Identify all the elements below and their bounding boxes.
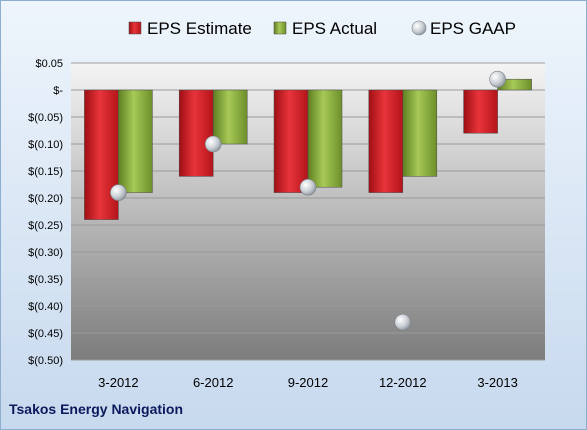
x-tick-label: 3-2013 [477, 375, 517, 390]
y-tick-label: $(0.10) [28, 139, 63, 151]
y-tick-label: $(0.25) [28, 220, 63, 232]
legend-swatch-estimate [128, 21, 142, 35]
actual-bar-3-2012 [118, 89, 153, 193]
legend-label: EPS Actual [292, 19, 377, 38]
estimate-bar-3-2012 [84, 89, 119, 220]
y-tick-label: $0.05 [35, 58, 63, 70]
legend-label: EPS Estimate [147, 19, 252, 38]
gaap-marker-6-2012 [204, 135, 222, 153]
estimate-bar-3-2013 [463, 89, 498, 134]
legend: EPS Estimate EPS Actual EPS GAAP [128, 19, 516, 38]
bars [84, 78, 532, 220]
company-name: Tsakos Energy Navigation [9, 401, 184, 417]
legend-label: EPS GAAP [430, 19, 516, 38]
y-tick-label: $(0.15) [28, 166, 63, 178]
y-axis-labels: $0.05 $- $(0.05) $(0.10) $(0.15) $(0.20) $(0.2… [28, 58, 63, 367]
y-tick-label: $(0.05) [28, 112, 63, 124]
x-tick-label: 3-2012 [98, 375, 138, 390]
x-tick-label: 9-2012 [288, 375, 328, 390]
y-tick-label: $(0.35) [28, 274, 63, 286]
y-tick-label: $(0.40) [28, 301, 63, 313]
eps-chart: EPS Estimate EPS Actual EPS GAAP $0.05 $- $(… [28, 19, 545, 390]
y-tick-label: $(0.20) [28, 193, 63, 205]
x-axis-labels: 3-2012 6-2012 9-2012 12-2012 3-2013 [98, 375, 518, 390]
gaap-marker-3-2013 [489, 70, 506, 88]
x-tick-label: 12-2012 [379, 375, 427, 390]
gaap-marker-12-2012 [394, 313, 412, 331]
legend-swatch-gaap [411, 20, 427, 36]
estimate-bar-6-2012 [178, 89, 214, 177]
actual-bar-6-2012 [212, 89, 248, 145]
y-tick-label: $(0.45) [28, 328, 63, 340]
gaap-marker-3-2012 [110, 184, 127, 201]
y-tick-label: $(0.50) [28, 355, 63, 367]
gaap-marker-9-2012 [299, 178, 317, 196]
y-tick-label: $- [53, 85, 63, 97]
gaap-markers [110, 70, 506, 331]
legend-swatch-actual [273, 21, 287, 35]
y-tick-label: $(0.30) [28, 247, 63, 259]
actual-bar-9-2012 [307, 89, 343, 188]
x-tick-label: 6-2012 [193, 375, 233, 390]
estimate-bar-9-2012 [273, 89, 309, 193]
estimate-bar-12-2012 [368, 89, 404, 193]
actual-bar-12-2012 [402, 89, 438, 177]
